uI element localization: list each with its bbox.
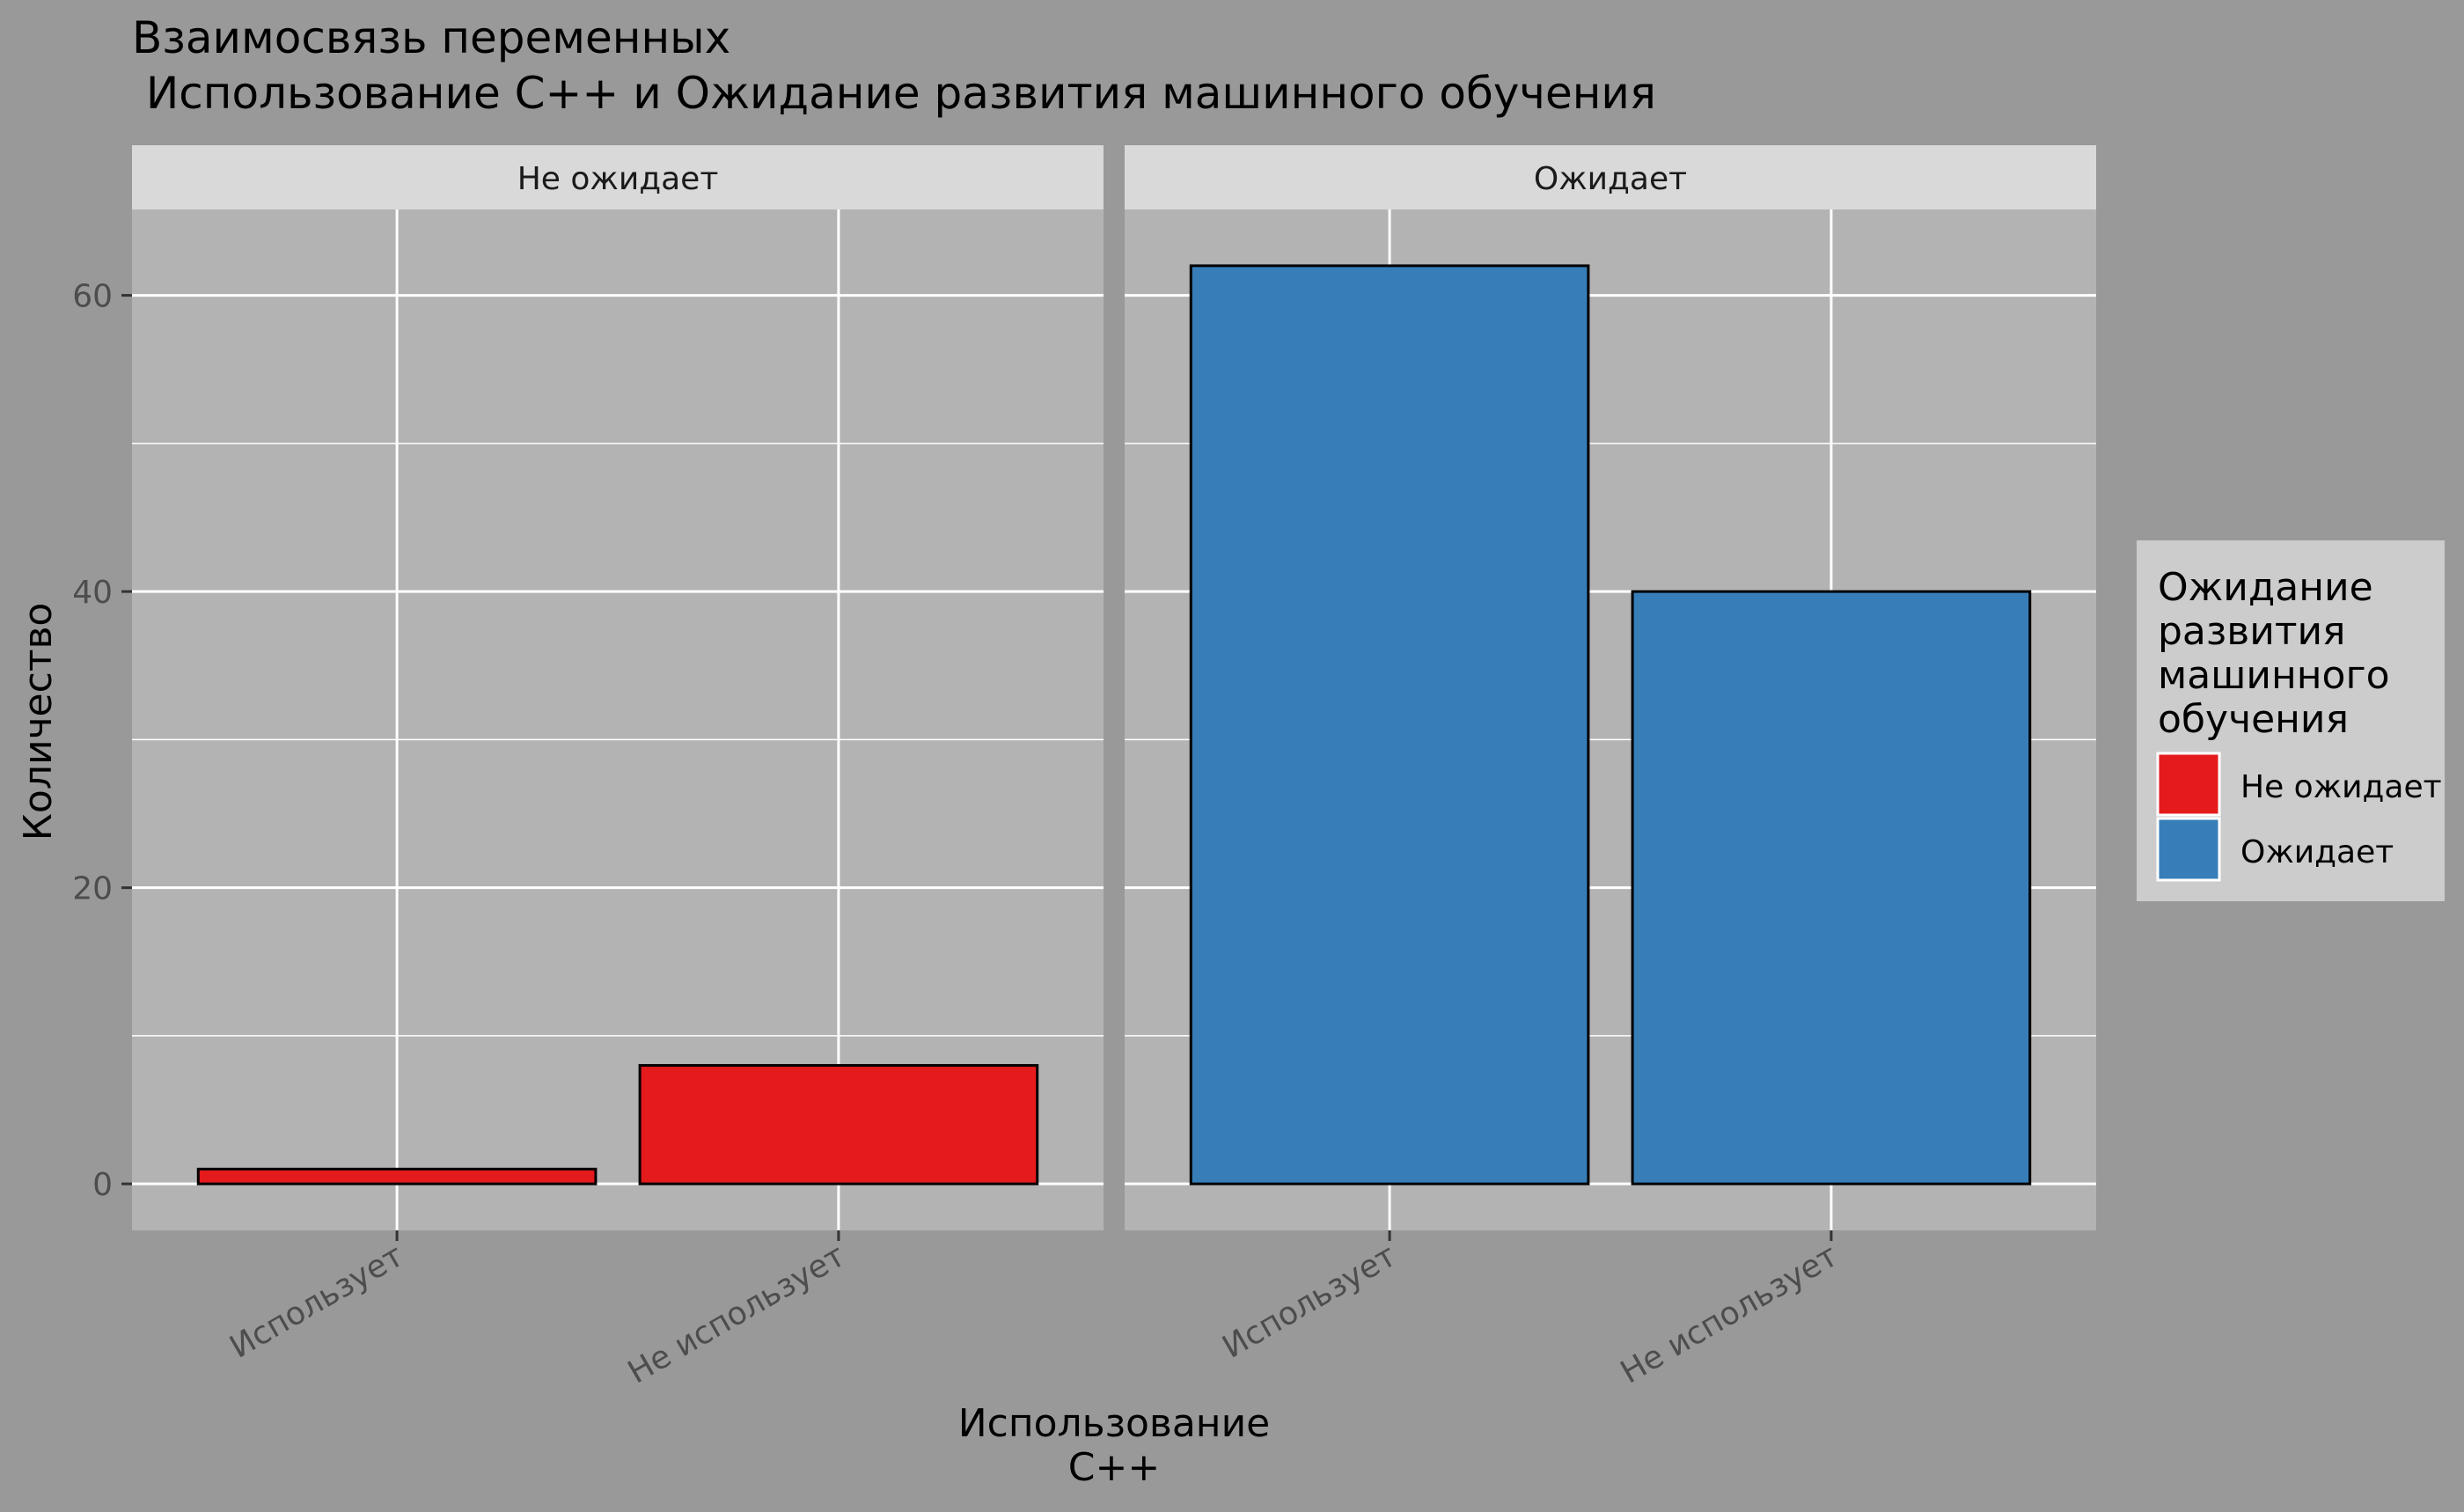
chart-title-line1: Взаимосвязь переменных bbox=[132, 12, 730, 63]
y-axis: 0 20 40 60 bbox=[72, 279, 132, 1203]
bar-не-ожидает-не-использует bbox=[638, 1064, 1039, 1185]
y-tick-label: 60 bbox=[72, 279, 113, 315]
x-tick-label: Не использует bbox=[622, 1237, 852, 1391]
facet-strip-2 bbox=[1125, 145, 2096, 209]
legend-label-ne-ozhidaet: Не ожидает bbox=[2240, 769, 2442, 805]
legend-title-line4: обучения bbox=[2158, 697, 2349, 742]
legend-label-ozhidaet: Ожидает bbox=[2240, 834, 2394, 870]
bar-ожидает-использует bbox=[1189, 264, 1590, 1185]
facet-panel-1: Не ожидает Использует Не использует bbox=[132, 145, 1104, 1391]
x-tick-label: Не использует bbox=[1615, 1237, 1844, 1391]
x-tick-label: Использует bbox=[1216, 1237, 1402, 1366]
y-tick-label: 40 bbox=[72, 575, 113, 611]
legend-key-ne-ozhidaet bbox=[2156, 752, 2221, 817]
facet-strip-1 bbox=[132, 145, 1104, 209]
y-tick-label: 20 bbox=[72, 871, 113, 907]
panel-background-1 bbox=[132, 209, 1104, 1230]
y-tick-label: 0 bbox=[92, 1167, 113, 1203]
bar-не-ожидает-использует bbox=[196, 1167, 598, 1185]
legend-title-line3: машинного bbox=[2158, 653, 2390, 698]
facet-panel-2: Ожидает Использует Не использует bbox=[1125, 145, 2096, 1391]
legend-title-line1: Ожидание bbox=[2158, 565, 2373, 610]
x-axis-title-line2: C++ bbox=[1068, 1445, 1160, 1490]
legend-title-line2: развития bbox=[2158, 609, 2346, 654]
legend-key-ozhidaet bbox=[2156, 817, 2221, 882]
x-axis-title-line1: Использование bbox=[958, 1401, 1271, 1446]
x-tick-label: Использует bbox=[224, 1237, 409, 1366]
facet-strip-label-1: Не ожидает bbox=[517, 161, 719, 197]
bar-ожидает-не-использует bbox=[1631, 590, 2032, 1185]
legend: Ожидание развития машинного обучения Не … bbox=[2137, 540, 2445, 901]
facet-strip-label-2: Ожидает bbox=[1534, 161, 1687, 197]
y-axis-title: Количество bbox=[16, 603, 61, 841]
chart-title-line2: Использование C++ и Ожидание развития ма… bbox=[132, 68, 1656, 119]
